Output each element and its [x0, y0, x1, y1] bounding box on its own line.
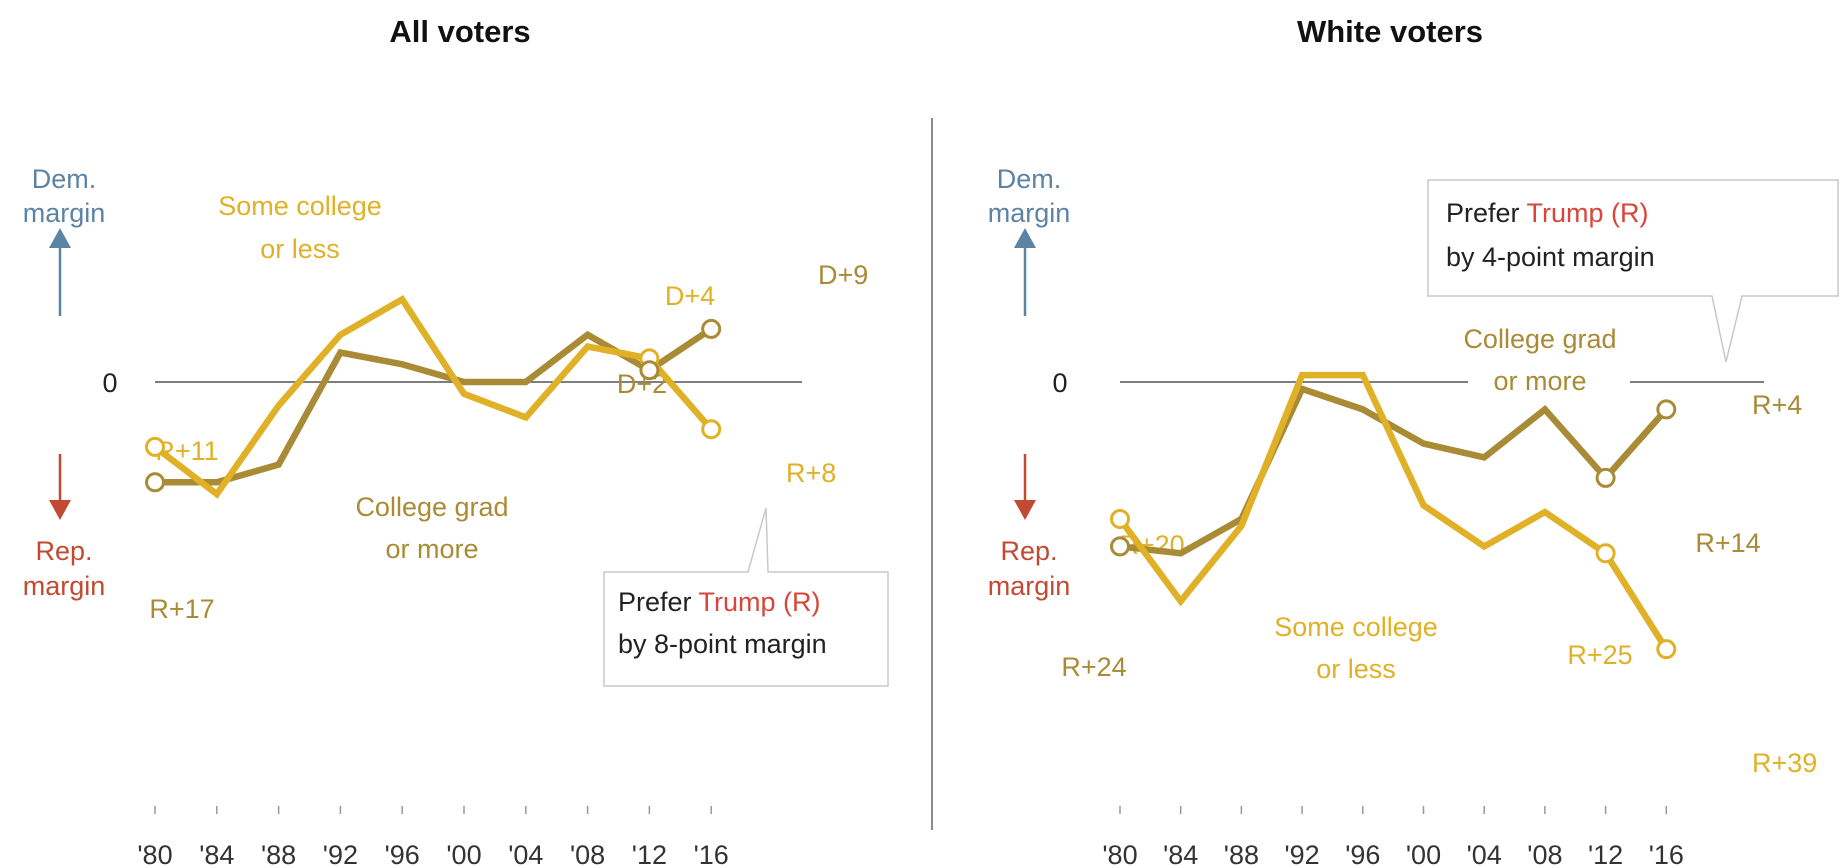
annotation-r24: R+24 [1061, 652, 1126, 682]
svg-text:Prefer Trump (R): Prefer Trump (R) [1446, 198, 1649, 228]
data-point-marker [701, 419, 722, 440]
dem-margin-label-bottom: margin [988, 198, 1071, 228]
series-lines [1110, 371, 1677, 660]
annotation-r11: R+11 [155, 436, 218, 466]
data-point-marker [701, 318, 722, 339]
annotation-r25: R+25 [1567, 640, 1632, 670]
rep-arrow-icon [49, 454, 71, 520]
chart-title-all-voters: All voters [389, 14, 530, 49]
x-tick-label: '04 [508, 840, 543, 868]
series-label-some-college-line2: or less [260, 234, 340, 264]
series-label-some-college-line2: or less [1316, 654, 1396, 684]
data-point-marker [639, 360, 660, 381]
series-line-college-grad [1119, 384, 1669, 557]
callout-white-voters: Prefer Trump (R) by 4-point margin [1427, 179, 1839, 363]
callout-all-voters: Prefer Trump (R) by 8-point margin [603, 507, 889, 687]
annotation-r17: R+17 [149, 594, 214, 624]
series-label-some-college-line1: Some college [1274, 612, 1438, 642]
rep-margin-label-top: Rep. [1000, 536, 1057, 566]
x-tick-label: '00 [446, 840, 481, 868]
x-tick-label: '04 [1467, 840, 1502, 868]
x-tick-label: '96 [1345, 840, 1380, 868]
annotation-r39: R+39 [1752, 748, 1817, 778]
callout-line2: by 4-point margin [1446, 242, 1655, 272]
x-tick-label: '92 [1285, 840, 1320, 868]
x-axis-ticks: '80 '84 '88 '92 '96 '00 '04 '08 '12 '16 [1102, 806, 1684, 868]
x-axis-ticks: '80 '84 '88 '92 '96 '00 '04 '08 '12 '16 [137, 806, 729, 868]
x-tick-label: '08 [570, 840, 605, 868]
dem-margin-label-top: Dem. [32, 164, 97, 194]
x-tick-label: '00 [1406, 840, 1441, 868]
x-tick-label: '96 [385, 840, 420, 868]
annotation-d9: D+9 [818, 260, 868, 290]
rep-margin-label-bottom: margin [988, 571, 1071, 601]
data-point-marker [1110, 509, 1130, 529]
callout-prefix: Prefer [618, 587, 699, 617]
x-tick-label: '12 [1588, 840, 1623, 868]
panel-white-voters: White voters Dem. margin Rep. margin 0 C… [988, 14, 1839, 868]
data-point-marker [1110, 536, 1130, 557]
annotation-d4: D+4 [665, 281, 715, 311]
data-point-marker [1656, 639, 1677, 660]
series-lines [145, 295, 722, 499]
x-tick-label: '88 [1224, 840, 1259, 868]
series-label-college-grad-line1: College grad [1463, 324, 1616, 354]
svg-text:Prefer Trump (R): Prefer Trump (R) [618, 587, 821, 617]
x-tick-label: '84 [199, 840, 234, 868]
annotation-r8: R+8 [786, 458, 836, 488]
series-label-college-grad-line2: or more [1493, 366, 1586, 396]
annotation-r14: R+14 [1695, 528, 1760, 558]
data-point-marker [1656, 399, 1677, 420]
zero-label: 0 [1052, 368, 1067, 398]
callout-highlight: Trump (R) [1527, 198, 1649, 228]
callout-prefix: Prefer [1446, 198, 1527, 228]
rep-arrow-icon [1014, 454, 1036, 520]
x-tick-label: '12 [632, 840, 667, 868]
callout-line2: by 8-point margin [618, 629, 827, 659]
panel-all-voters: All voters Dem. margin Rep. margin 0 Som… [23, 14, 889, 868]
series-line-some-college [1117, 371, 1670, 651]
data-point-marker [1595, 467, 1616, 488]
dem-margin-label-top: Dem. [997, 164, 1062, 194]
annotation-r4: R+4 [1752, 390, 1802, 420]
data-point-marker [1595, 543, 1616, 564]
x-tick-label: '92 [323, 840, 358, 868]
series-label-college-grad-line1: College grad [355, 492, 508, 522]
x-tick-label: '16 [1649, 840, 1684, 868]
callout-highlight: Trump (R) [699, 587, 821, 617]
x-tick-label: '08 [1527, 840, 1562, 868]
dem-arrow-icon [1014, 228, 1036, 316]
x-tick-label: '84 [1163, 840, 1198, 868]
series-label-some-college-line1: Some college [218, 191, 382, 221]
x-tick-label: '16 [694, 840, 729, 868]
x-tick-label: '88 [261, 840, 296, 868]
x-tick-label: '80 [1102, 840, 1137, 868]
data-point-marker [145, 436, 165, 457]
series-line-some-college [153, 295, 714, 499]
zero-label: 0 [102, 368, 117, 398]
chart-title-white-voters: White voters [1297, 14, 1483, 49]
rep-margin-label-top: Rep. [35, 536, 92, 566]
rep-margin-label-bottom: margin [23, 571, 106, 601]
data-point-marker [145, 472, 165, 493]
dem-arrow-icon [49, 228, 71, 316]
dem-margin-label-bottom: margin [23, 198, 106, 228]
x-tick-label: '80 [137, 840, 172, 868]
series-label-college-grad-line2: or more [385, 534, 478, 564]
